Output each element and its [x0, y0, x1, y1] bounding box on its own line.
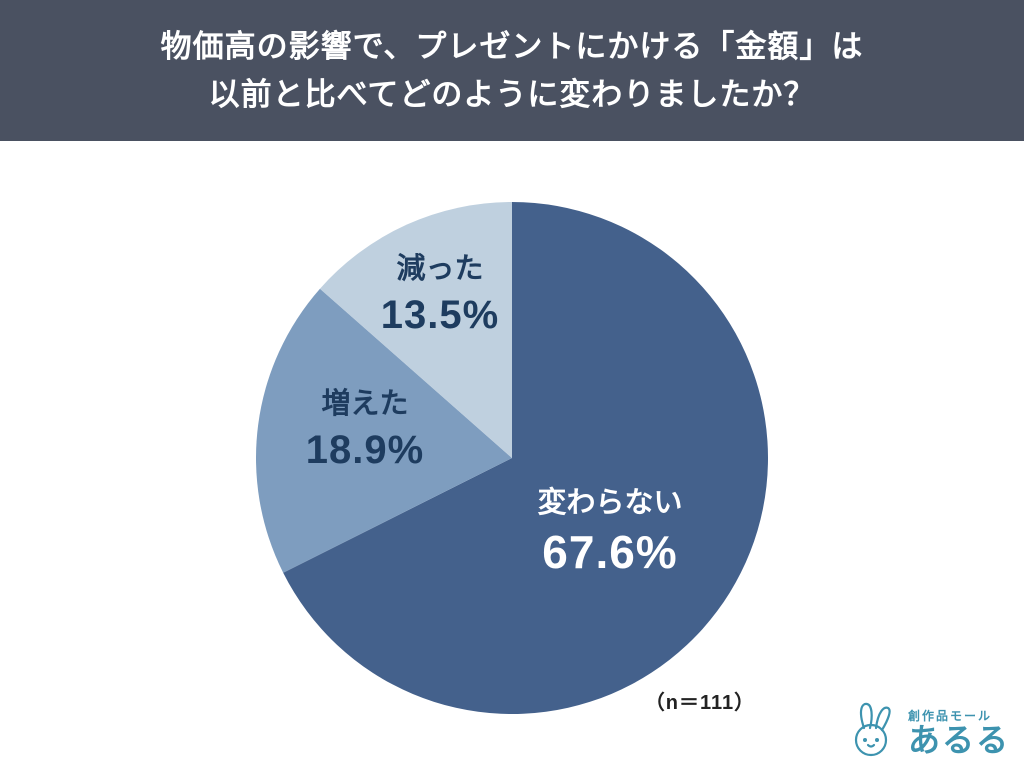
alulu-logo: 創作品モール あるる — [840, 700, 1010, 758]
sample-size: （n＝111） — [644, 692, 756, 714]
alulu-mascot-icon — [854, 702, 891, 757]
slice-name: 減った — [396, 253, 484, 285]
slice-percent: 67.6% — [542, 526, 678, 579]
survey-title-banner: 物価高の影響で、プレゼントにかける「金額」は 以前と比べてどのように変わりました… — [0, 0, 1024, 141]
slice-name: 変わらない — [537, 487, 683, 519]
slice-label-unchanged: 変わらない 67.6% — [490, 487, 730, 579]
pie-slice-2 — [319, 202, 512, 458]
slice-percent: 13.5% — [380, 293, 500, 338]
pie-slice-1 — [256, 288, 512, 573]
slice-percent: 18.9% — [305, 428, 425, 473]
title-line-2: 以前と比べてどのように変わりましたか？ — [208, 76, 816, 112]
slice-label-increased: 増えた 18.9% — [255, 388, 475, 473]
pie-chart-area: 変わらない 67.6% 増えた 18.9% 減った 13.5% （n＝111） — [0, 141, 1024, 768]
logo-text: 創作品モール あるる — [908, 707, 1010, 758]
pie-slice-0 — [283, 202, 768, 714]
logo-main-text: あるる — [907, 722, 1010, 759]
slice-name: 増えた — [321, 388, 409, 420]
pie-chart — [256, 202, 768, 714]
title-line-1: 物価高の影響で、プレゼントにかける「金額」は — [160, 28, 864, 64]
logo-small-text: 創作品モール — [907, 709, 992, 724]
slice-label-decreased: 減った 13.5% — [330, 253, 550, 338]
